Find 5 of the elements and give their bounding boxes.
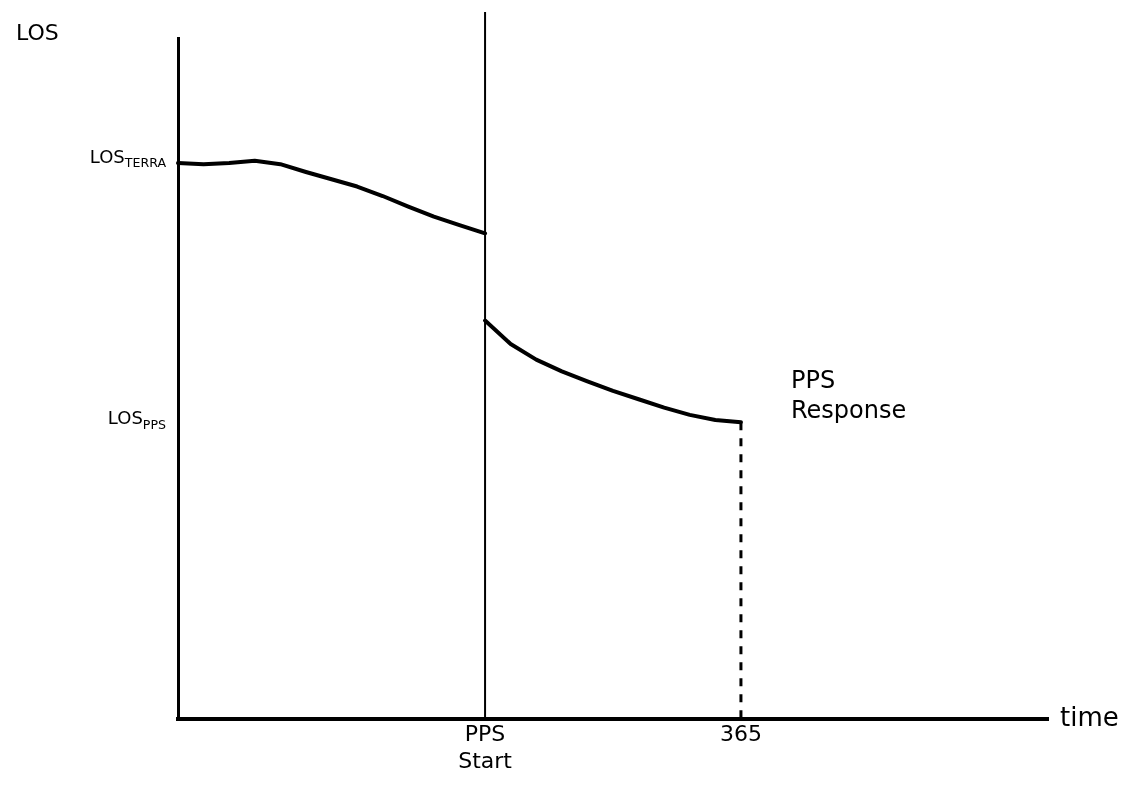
text: LOS (16, 20, 59, 46)
x-tick-label: PPS Start (458, 721, 513, 773)
x-axis-title: time (1060, 701, 1119, 732)
x-tick-label: 365 (719, 721, 762, 747)
annotation: PPS Response (790, 366, 907, 425)
